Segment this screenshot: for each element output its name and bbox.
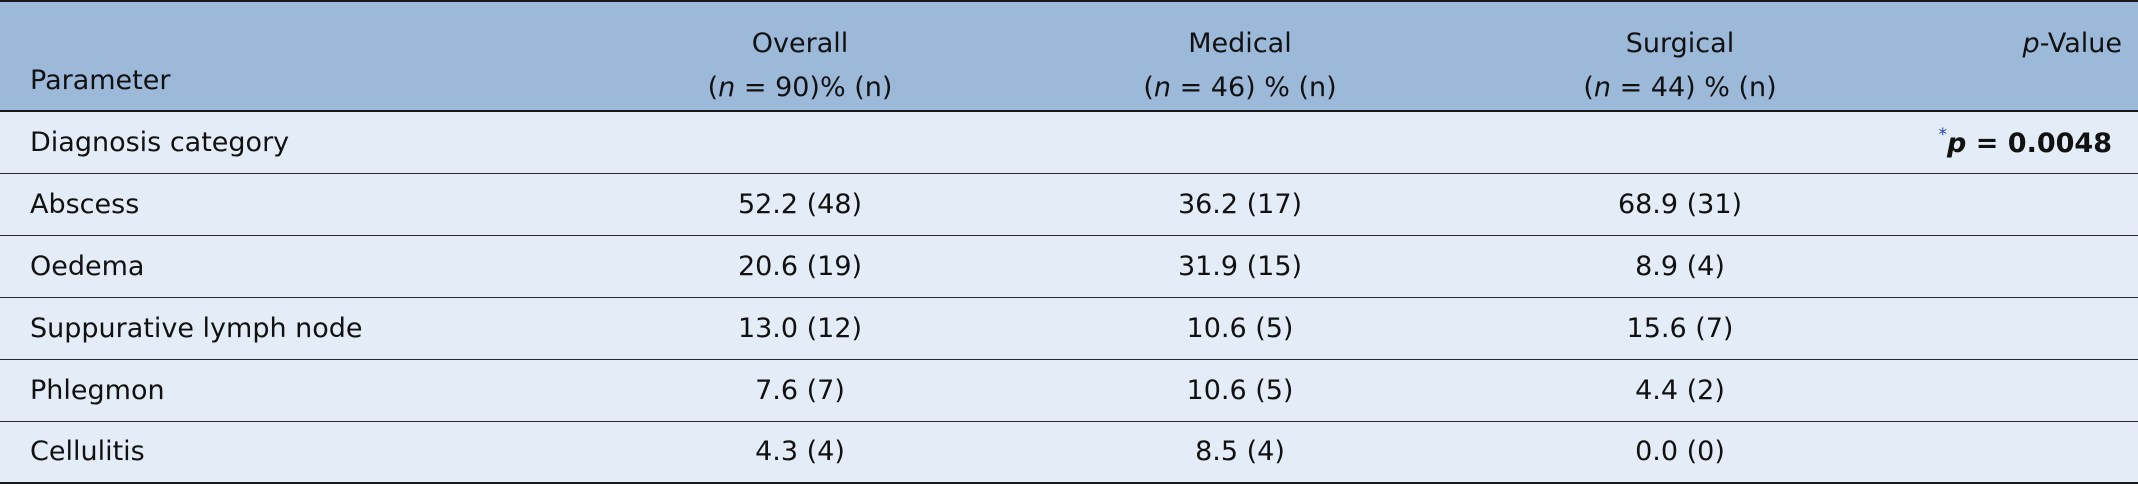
header-overall-name: Overall [751,28,849,59]
p-var: p [1947,128,1967,160]
row-overall: 7.6 (7) [755,374,845,406]
header-row: Parameter Overall (n = 90)% (n) Medical … [0,1,2138,111]
row-parameter: Phlegmon [30,374,165,406]
row-pvalue [1900,359,2138,421]
row-parameter: Oedema [30,250,145,282]
row-medical: 10.6 (5) [1186,374,1294,406]
row-surgical: 8.9 (4) [1635,250,1725,282]
row-medical: 31.9 (15) [1177,250,1303,282]
header-surgical-n: (n = 44) % (n) [1583,72,1777,103]
row-pvalue [1900,173,2138,235]
header-surgical-name: Surgical [1625,28,1735,59]
row-pvalue [1900,235,2138,297]
row-surgical: 15.6 (7) [1626,312,1734,344]
footnote-marker: * [1938,125,1948,146]
header-pvalue-label: -Value [2039,28,2122,59]
header-medical-n: (n = 46) % (n) [1143,72,1337,103]
row-overall: 13.0 (12) [737,312,863,344]
p-var: p [2022,28,2040,59]
table-row: Suppurative lymph node 13.0 (12) 10.6 (5… [0,297,2138,359]
category-row: Diagnosis category *p = 0.0048 [0,111,2138,173]
row-surgical: 68.9 (31) [1617,188,1743,220]
header-overall: Overall (n = 90)% (n) [580,1,1020,111]
row-pvalue [1900,297,2138,359]
row-pvalue [1900,421,2138,483]
category-surgical-cell [1460,111,1900,173]
n-var: n [1153,72,1171,103]
header-overall-n: (n = 90)% (n) [707,72,893,103]
row-surgical: 0.0 (0) [1635,436,1725,468]
row-medical: 36.2 (17) [1177,188,1303,220]
row-overall: 20.6 (19) [737,250,863,282]
header-parameter: Parameter [30,65,171,96]
category-label: Diagnosis category [30,126,290,158]
row-overall: 52.2 (48) [737,188,863,220]
category-pvalue-expr: = 0.0048 [1966,128,2112,160]
header-medical-name: Medical [1188,28,1292,59]
header-medical: Medical (n = 46) % (n) [1020,1,1460,111]
header-surgical: Surgical (n = 44) % (n) [1460,1,1900,111]
header-medical-n-expr: = 46) % (n) [1170,72,1337,103]
header-overall-n-expr: = 90)% (n) [735,72,893,103]
category-pvalue: *p = 0.0048 [1900,111,2138,173]
category-overall-cell [580,111,1020,173]
row-overall: 4.3 (4) [755,436,845,468]
row-parameter: Suppurative lymph node [30,312,363,344]
n-var: n [1593,72,1611,103]
row-parameter: Abscess [30,188,140,220]
table-row: Cellulitis 4.3 (4) 8.5 (4) 0.0 (0) [0,421,2138,483]
table-header: Parameter Overall (n = 90)% (n) Medical … [0,1,2138,111]
table-row: Abscess 52.2 (48) 36.2 (17) 68.9 (31) [0,173,2138,235]
table-body: Diagnosis category *p = 0.0048 Abscess 5… [0,111,2138,483]
header-surgical-n-expr: = 44) % (n) [1610,72,1777,103]
row-surgical: 4.4 (2) [1635,374,1725,406]
table-row: Oedema 20.6 (19) 31.9 (15) 8.9 (4) [0,235,2138,297]
table-row: Phlegmon 7.6 (7) 10.6 (5) 4.4 (2) [0,359,2138,421]
row-medical: 8.5 (4) [1195,436,1285,468]
row-parameter: Cellulitis [30,436,145,468]
category-medical-cell [1020,111,1460,173]
header-pvalue: p-Value [1900,1,2138,111]
row-medical: 10.6 (5) [1186,312,1294,344]
n-var: n [718,72,736,103]
